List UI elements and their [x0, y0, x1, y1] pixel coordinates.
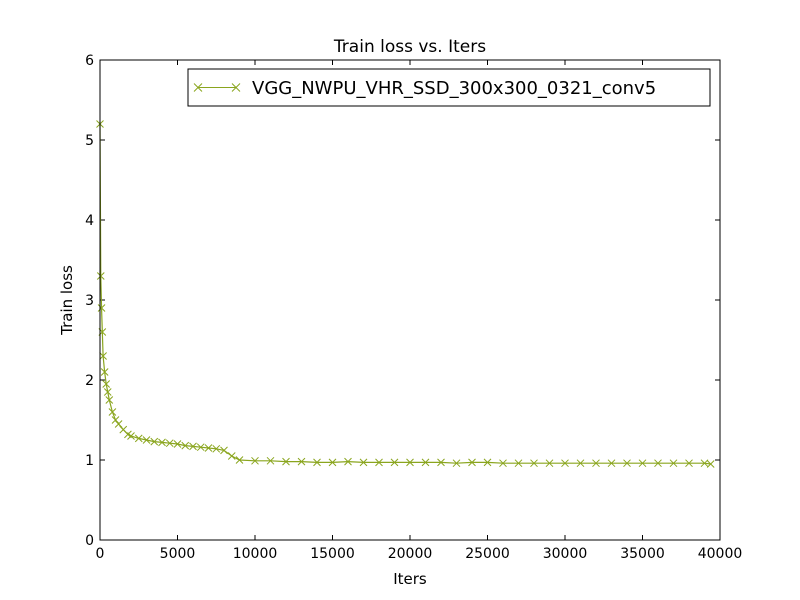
- y-axis-title: Train loss: [58, 265, 76, 336]
- data-layer: [96, 120, 715, 468]
- legend: VGG_NWPU_VHR_SSD_300x300_0321_conv5: [187, 68, 711, 107]
- data-point-marker: [97, 304, 106, 312]
- data-point-marker: [173, 440, 182, 448]
- data-point-marker: [638, 459, 647, 468]
- data-point-marker: [406, 458, 414, 467]
- data-point-marker: [437, 458, 445, 467]
- data-point-marker: [108, 408, 117, 416]
- x-tick-label: 20000: [388, 546, 433, 562]
- data-point-marker: [158, 438, 166, 447]
- data-point-marker: [102, 380, 111, 388]
- data-point-marker: [452, 459, 461, 468]
- series-line: [99, 123, 711, 465]
- data-point-marker: [96, 272, 105, 280]
- data-point-marker: [421, 458, 430, 467]
- x-tick-label: 15000: [310, 546, 355, 562]
- data-point-marker: [189, 442, 197, 451]
- data-point-marker: [390, 458, 399, 467]
- data-point-marker: [150, 437, 159, 446]
- data-point-marker: [499, 459, 507, 468]
- data-point-marker: [359, 458, 368, 467]
- y-tick-label: 2: [85, 373, 94, 389]
- data-point-marker: [127, 432, 135, 440]
- x-tick-label: 5000: [160, 546, 196, 562]
- data-point-marker: [669, 459, 678, 468]
- data-point-marker: [282, 457, 290, 466]
- data-point-marker: [483, 458, 492, 467]
- data-point-marker: [111, 416, 120, 424]
- data-point-marker: [592, 459, 600, 468]
- plot-frame: [99, 59, 721, 541]
- data-point-marker: [266, 456, 275, 465]
- data-point-marker: [514, 459, 523, 468]
- data-point-marker: [235, 456, 244, 464]
- x-tick-label: 35000: [620, 546, 665, 562]
- legend-marker: [193, 83, 203, 92]
- data-point-marker: [142, 436, 151, 444]
- y-tick-label: 6: [85, 53, 94, 69]
- data-point-marker: [654, 459, 662, 468]
- data-point-marker: [468, 458, 476, 467]
- data-point-marker: [700, 459, 709, 468]
- data-point-marker: [545, 459, 554, 468]
- x-tick-label: 25000: [465, 546, 510, 562]
- data-point-marker: [212, 444, 221, 453]
- data-point-marker: [328, 458, 337, 467]
- y-tick-label: 4: [85, 213, 94, 229]
- legend-markers: [193, 83, 241, 92]
- x-axis-title: Iters: [393, 570, 427, 588]
- y-tick-label: 1: [85, 453, 94, 469]
- data-point-marker: [134, 434, 143, 443]
- data-point-marker: [181, 441, 190, 450]
- data-point-marker: [344, 457, 352, 466]
- x-tick-label: 30000: [543, 546, 588, 562]
- data-point-marker: [607, 459, 616, 468]
- data-point-marker: [251, 456, 259, 465]
- data-point-marker: [375, 458, 383, 467]
- data-point-marker: [313, 458, 321, 467]
- data-point-marker: [576, 459, 585, 468]
- data-point-marker: [105, 396, 114, 404]
- data-point-marker: [114, 420, 123, 428]
- data-point-marker: [103, 388, 112, 396]
- legend-marker: [231, 83, 241, 92]
- data-point-marker: [530, 459, 538, 468]
- data-point-marker: [100, 368, 109, 376]
- x-tick-label: 0: [96, 546, 105, 562]
- x-tick-label: 40000: [698, 546, 743, 562]
- data-point-marker: [623, 459, 631, 468]
- chart-title: Train loss vs. Iters: [333, 37, 486, 57]
- data-point-marker: [706, 460, 715, 468]
- y-tick-label: 0: [85, 533, 94, 549]
- legend-frame: [187, 68, 711, 107]
- data-point-marker: [561, 459, 569, 468]
- x-tick-label: 10000: [233, 546, 278, 562]
- y-tick-label: 3: [85, 293, 94, 309]
- data-point-marker: [204, 444, 213, 452]
- y-tick-label: 5: [85, 133, 94, 149]
- data-point-marker: [685, 459, 693, 468]
- ticks-layer: 0 5000 10000 15000 20000 25000 30000 35000 40000…: [85, 53, 742, 562]
- data-point-marker: [196, 443, 205, 452]
- legend-series-label: VGG_NWPU_VHR_SSD_300x300_0321_conv5: [252, 78, 656, 99]
- data-point-marker: [99, 352, 107, 360]
- data-point-marker: [165, 439, 174, 448]
- data-point-marker: [227, 452, 236, 460]
- data-point-marker: [297, 457, 306, 466]
- data-point-marker: [220, 446, 228, 455]
